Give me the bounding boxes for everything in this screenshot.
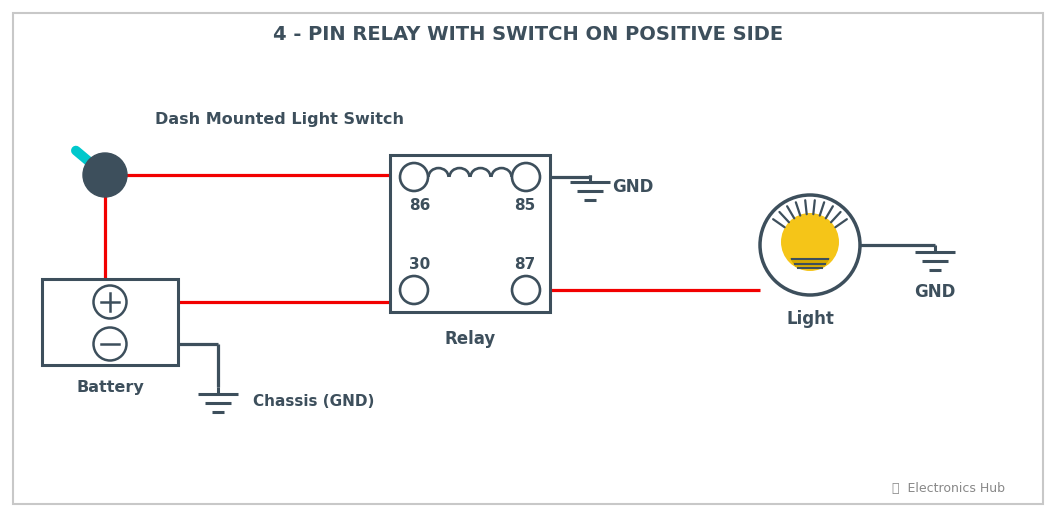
Text: 86: 86 xyxy=(409,198,431,213)
Circle shape xyxy=(94,327,127,360)
Text: Dash Mounted Light Switch: Dash Mounted Light Switch xyxy=(155,113,404,128)
Circle shape xyxy=(781,213,840,271)
Text: Light: Light xyxy=(786,310,834,328)
Circle shape xyxy=(400,163,428,191)
Text: Battery: Battery xyxy=(76,380,144,395)
Circle shape xyxy=(83,153,127,197)
Circle shape xyxy=(760,195,860,295)
Circle shape xyxy=(400,276,428,304)
Text: GND: GND xyxy=(914,283,956,301)
Text: Chassis (GND): Chassis (GND) xyxy=(253,394,375,409)
Text: 87: 87 xyxy=(514,257,535,272)
Bar xyxy=(42,279,178,365)
Text: 4 - PIN RELAY WITH SWITCH ON POSITIVE SIDE: 4 - PIN RELAY WITH SWITCH ON POSITIVE SI… xyxy=(272,25,784,44)
Circle shape xyxy=(512,276,540,304)
Polygon shape xyxy=(790,258,830,267)
Circle shape xyxy=(512,163,540,191)
Text: ⓔ  Electronics Hub: ⓔ Electronics Hub xyxy=(892,482,1005,495)
Circle shape xyxy=(94,285,127,318)
Text: 30: 30 xyxy=(409,257,430,272)
Text: 85: 85 xyxy=(514,198,535,213)
Bar xyxy=(390,155,550,312)
Text: GND: GND xyxy=(612,178,654,196)
Text: Relay: Relay xyxy=(445,330,495,348)
